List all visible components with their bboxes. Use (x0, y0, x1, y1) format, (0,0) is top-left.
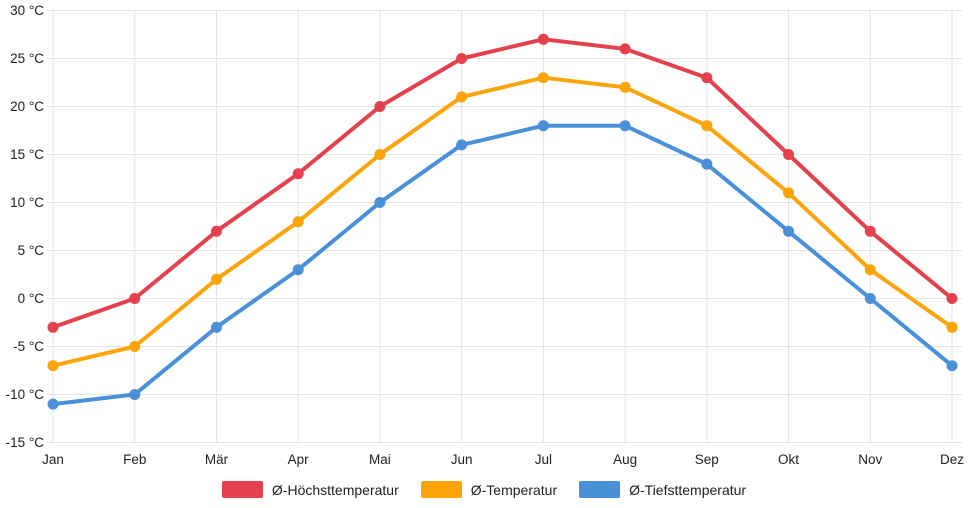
data-point[interactable] (537, 72, 549, 84)
data-point[interactable] (210, 273, 222, 285)
data-point[interactable] (946, 321, 958, 333)
x-axis-tick-label: Dez (940, 452, 964, 467)
y-axis-tick-label: -5 °C (13, 339, 44, 354)
data-point[interactable] (456, 53, 468, 64)
data-point[interactable] (864, 264, 876, 276)
data-point[interactable] (946, 360, 958, 372)
data-point[interactable] (619, 43, 631, 55)
data-point[interactable] (701, 120, 713, 132)
legend-label-hoechsttemperatur: Ø-Höchsttemperatur (271, 481, 399, 498)
x-axis-tick-label: Feb (123, 452, 146, 467)
data-point[interactable] (292, 264, 304, 276)
data-point[interactable] (783, 149, 795, 160)
legend-swatch-hoechsttemperatur (221, 481, 263, 498)
data-point[interactable] (374, 101, 386, 112)
x-axis-tick-label: Jan (42, 452, 64, 467)
legend-item-temperatur[interactable]: Ø-Temperatur (420, 481, 558, 498)
data-point[interactable] (129, 389, 141, 400)
data-point[interactable] (47, 360, 59, 372)
data-point[interactable] (701, 158, 713, 170)
data-point[interactable] (864, 225, 876, 237)
legend-item-hoechsttemperatur[interactable]: Ø-Höchsttemperatur (221, 481, 399, 498)
x-axis-tick-label: Okt (778, 452, 799, 467)
x-axis-tick-label: Sep (695, 452, 719, 467)
data-point[interactable] (456, 139, 468, 151)
legend-swatch-temperatur (420, 481, 462, 498)
data-point[interactable] (537, 33, 549, 45)
plot-area: 30 °C 25 °C 20 °C 15 °C 10 °C 5 °C 0 °C -5 °C -1… (6, 3, 965, 467)
y-axis-tick-label: 15 °C (10, 147, 44, 162)
y-axis-tick-label: 30 °C (10, 3, 44, 18)
x-axis-tick-label: Jun (451, 452, 473, 467)
data-point[interactable] (129, 293, 141, 304)
y-axis-tick-label: 25 °C (10, 51, 44, 66)
data-point[interactable] (292, 216, 304, 228)
legend-swatch-tiefsttemperatur (579, 481, 621, 498)
data-point[interactable] (783, 225, 795, 237)
data-point[interactable] (456, 91, 468, 103)
series-line-1 (51, 75, 954, 368)
series-line-2 (51, 123, 954, 407)
data-point[interactable] (619, 81, 631, 93)
data-point[interactable] (619, 120, 631, 132)
y-axis-tick-label: 0 °C (18, 291, 45, 306)
data-point[interactable] (701, 72, 713, 84)
data-point[interactable] (210, 321, 222, 333)
legend-label-tiefsttemperatur: Ø-Tiefsttemperatur (629, 481, 747, 498)
x-axis-tick-label: Aug (613, 452, 637, 467)
series-line-0 (51, 37, 954, 330)
x-axis-tick-label: Jul (535, 452, 552, 467)
y-axis-tick-label: 20 °C (10, 99, 44, 114)
data-point[interactable] (864, 293, 876, 304)
legend-item-tiefsttemperatur[interactable]: Ø-Tiefsttemperatur (579, 481, 746, 498)
x-axis-tick-label: Apr (288, 452, 310, 467)
x-axis-tick-label: Nov (858, 452, 882, 467)
data-point[interactable] (210, 225, 222, 237)
y-axis-tick-label: -15 °C (6, 435, 45, 450)
data-point[interactable] (783, 187, 795, 199)
data-point[interactable] (374, 197, 386, 208)
data-point[interactable] (374, 149, 386, 160)
legend-label-temperatur: Ø-Temperatur (470, 481, 558, 498)
y-axis-tick-label: -10 °C (6, 387, 45, 402)
y-axis-tick-label: 10 °C (10, 195, 44, 210)
x-axis-tick-label: Mai (369, 452, 391, 467)
x-axis-tick-label: Mär (205, 452, 229, 467)
data-point[interactable] (292, 168, 304, 180)
data-point[interactable] (537, 120, 549, 132)
legend: Ø-Höchsttemperatur Ø-Temperatur Ø-Tiefst… (0, 481, 968, 498)
data-point[interactable] (129, 341, 141, 352)
data-point[interactable] (47, 321, 59, 333)
y-axis-tick-label: 5 °C (18, 243, 45, 258)
data-point[interactable] (946, 293, 958, 304)
data-point[interactable] (47, 398, 59, 410)
